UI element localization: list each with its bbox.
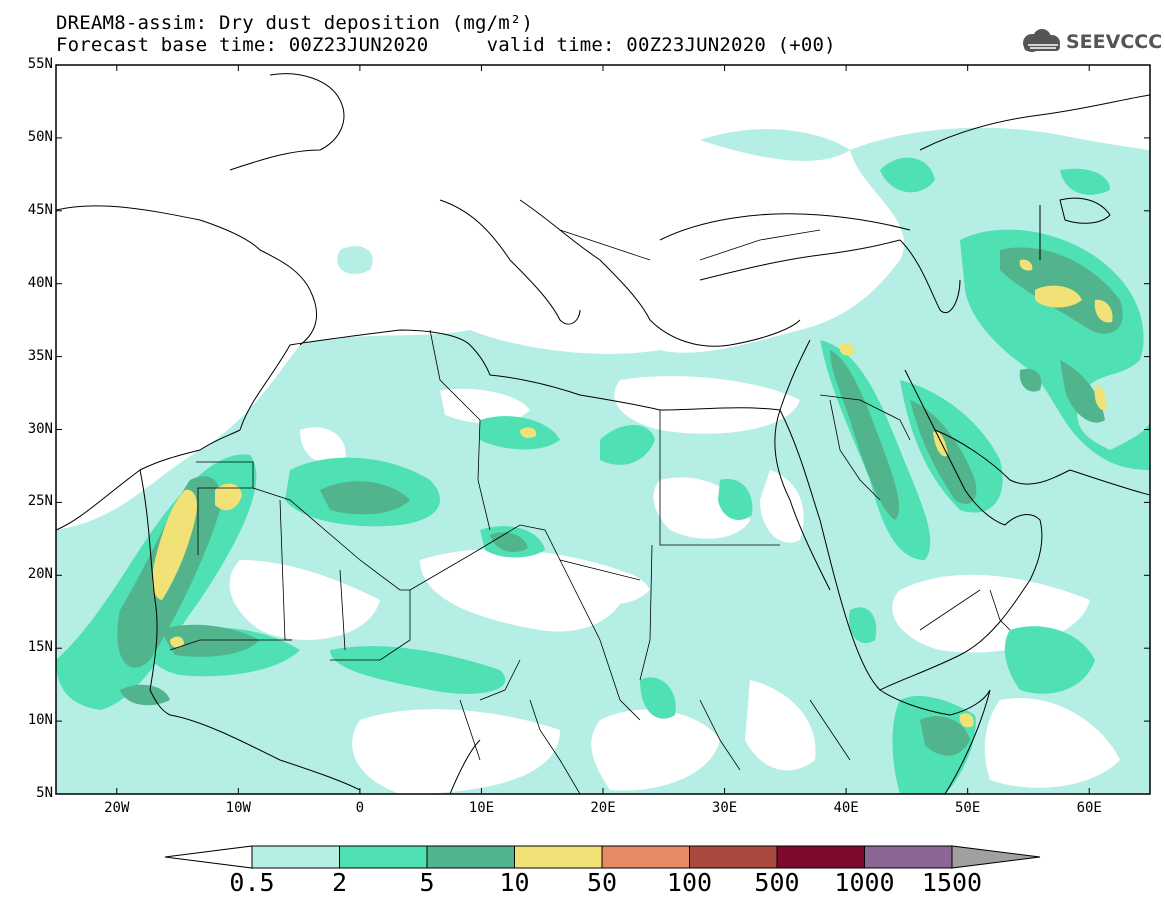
cloud-icon	[1023, 29, 1060, 52]
legend-level-label: 2	[331, 868, 348, 897]
lat-tick-label: 55N	[27, 56, 53, 72]
coastlines	[56, 73, 1150, 794]
borders	[169, 229, 1011, 794]
lon-tick-label: 60E	[1076, 800, 1102, 816]
legend-swatch	[251, 845, 340, 869]
legend-swatch	[864, 845, 953, 869]
legend-level-label: 1500	[921, 868, 983, 897]
lat-tick-label: 40N	[27, 274, 53, 291]
legend-arrow-low	[164, 845, 253, 869]
lon-tick-label: 40E	[833, 800, 859, 816]
lon-tick-label: 10W	[225, 800, 251, 816]
legend-level-label: 5	[419, 868, 435, 897]
lon-tick-label: 20E	[590, 800, 616, 816]
axis-ticks	[56, 64, 1150, 795]
logo-text: SEEVCCC	[1066, 31, 1163, 53]
legend-level-label: 500	[754, 868, 800, 897]
legend-swatch	[426, 845, 515, 869]
lon-tick-label: 30E	[711, 800, 738, 816]
lat-tick-label: 30N	[27, 420, 53, 437]
lat-tick-label: 20N	[27, 566, 53, 583]
lat-tick-label: 15N	[27, 639, 53, 656]
legend-swatch	[776, 845, 865, 869]
legend-swatch	[514, 845, 603, 869]
lon-tick-label: 0	[355, 800, 365, 816]
legend-level-label: 1000	[834, 868, 895, 897]
lon-tick-label: 50E	[955, 800, 981, 816]
legend-level-label: 10	[499, 868, 530, 897]
map-subtitle: Forecast base time: 00Z23JUN2020 valid t…	[56, 34, 836, 56]
lat-tick-label: 50N	[27, 128, 53, 145]
lat-tick-label: 10N	[27, 712, 53, 729]
legend-level-label: 50	[586, 868, 618, 897]
legend-level-label: 100	[666, 868, 713, 897]
legend-swatch	[689, 845, 778, 869]
lat-tick-label: 45N	[27, 201, 53, 218]
lat-tick-label: 25N	[27, 493, 53, 510]
legend-arrow-high	[951, 845, 1041, 869]
lat-tick-label: 5N	[36, 785, 53, 801]
lon-tick-label: 20W	[104, 800, 130, 816]
map-title: DREAM8-assim: Dry dust deposition (mg/m²…	[56, 12, 534, 34]
lat-tick-label: 35N	[27, 347, 53, 364]
legend-level-label: 0.5	[229, 868, 275, 897]
dust-contours	[56, 127, 1150, 794]
legend-swatch	[339, 845, 428, 869]
lon-tick-label: 10E	[468, 800, 495, 816]
legend-swatch	[601, 845, 690, 869]
